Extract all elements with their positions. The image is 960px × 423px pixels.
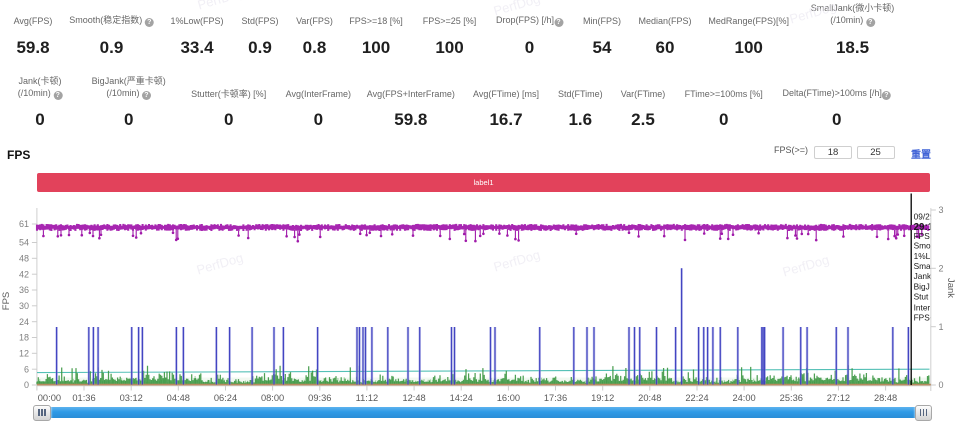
svg-text:42: 42 [19,269,29,279]
svg-text:24: 24 [19,317,29,327]
svg-text:20:48: 20:48 [638,393,661,403]
svg-text:25:36: 25:36 [780,393,803,403]
svg-text:04:48: 04:48 [167,393,190,403]
svg-text:24:00: 24:00 [732,393,755,403]
svg-text:1%Lo: 1%Lo [914,251,936,261]
svg-text:09/29: 09/29 [914,212,935,222]
svg-text:PerfDog: PerfDog [196,0,246,12]
svg-text:PerfDog: PerfDog [195,250,245,278]
svg-text:17:36: 17:36 [544,393,567,403]
svg-text:PerfDog: PerfDog [788,0,838,26]
svg-text:0: 0 [939,380,944,390]
svg-text:FPS:5: FPS:5 [914,231,937,241]
svg-text:00:00: 00:00 [38,393,61,403]
svg-text:54: 54 [19,238,29,248]
svg-text:Inter: Inter [914,302,931,312]
svg-text:FPS: FPS [1,292,12,310]
svg-text:27:12: 27:12 [827,393,850,403]
svg-text:22:24: 22:24 [685,393,708,403]
svg-text:08:00: 08:00 [261,393,284,403]
svg-text:14:24: 14:24 [450,393,473,403]
svg-text:29:15: 29:15 [914,222,940,233]
svg-text:Smal: Smal [914,261,933,271]
svg-text:16:00: 16:00 [497,393,520,403]
svg-text:28:48: 28:48 [874,393,897,403]
svg-text:Jank: Jank [945,278,956,298]
svg-text:03:12: 03:12 [120,393,143,403]
svg-text:6: 6 [24,364,29,374]
svg-text:18: 18 [19,333,29,343]
svg-text:FPS+: FPS+ [914,313,935,323]
svg-text:01:36: 01:36 [72,393,95,403]
svg-text:PerfDog: PerfDog [492,247,542,275]
svg-text:11:12: 11:12 [356,393,379,403]
svg-text:1: 1 [939,322,944,332]
svg-text:Jank: Jank [914,271,932,281]
svg-text:61: 61 [19,219,29,229]
svg-text:19:12: 19:12 [591,393,614,403]
svg-text:06:24: 06:24 [214,393,237,403]
svg-text:Stut: Stut [914,292,929,302]
svg-text:12: 12 [19,349,29,359]
svg-text:3: 3 [939,205,944,215]
svg-text:12:48: 12:48 [402,393,425,403]
svg-text:BigJ: BigJ [914,281,930,291]
svg-text:2: 2 [939,264,944,274]
svg-text:36: 36 [19,285,29,295]
svg-text:PerfDog: PerfDog [781,252,831,280]
svg-text:30: 30 [19,301,29,311]
svg-text:PerfDog: PerfDog [492,0,542,18]
svg-text:0: 0 [24,380,29,390]
svg-text:Smoo: Smoo [914,241,936,251]
svg-text:09:36: 09:36 [308,393,331,403]
svg-text:48: 48 [19,254,29,264]
